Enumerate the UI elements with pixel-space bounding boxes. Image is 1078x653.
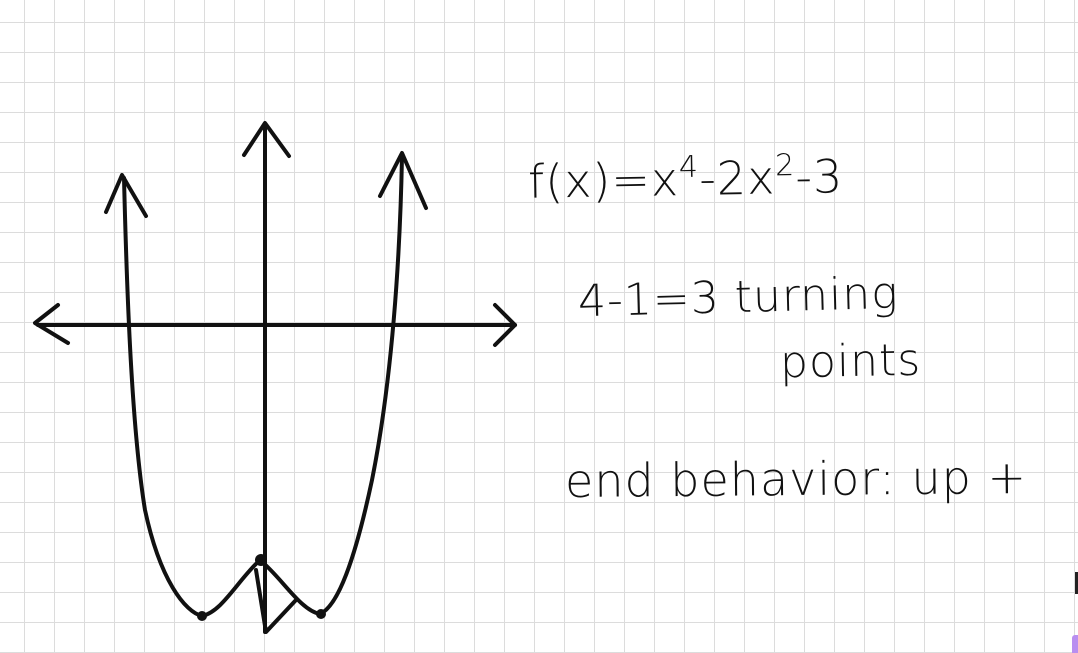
end-behavior-note: end behavior: up + bbox=[564, 449, 1028, 509]
local-max-point bbox=[255, 554, 267, 566]
equation-prefix: f(x)=x bbox=[527, 152, 680, 209]
function-equation: f(x)=x4-2x2-3 bbox=[527, 147, 844, 209]
local-min-left-point bbox=[197, 611, 207, 621]
cropped-purple-mark bbox=[1072, 635, 1078, 653]
turning-points-line-1: 4-1=3 turning bbox=[577, 267, 900, 328]
equation-middle: -2x bbox=[698, 150, 776, 206]
equation-exponent-2: 2 bbox=[774, 148, 796, 184]
equation-exponent-1: 4 bbox=[678, 149, 700, 186]
local-min-right-point bbox=[316, 609, 326, 619]
x-axis-left-arrow bbox=[33, 303, 70, 345]
local-max-doodle bbox=[254, 568, 298, 634]
x-axis-right-arrow bbox=[493, 303, 517, 347]
y-axis-up-arrow bbox=[242, 121, 291, 158]
turning-points-line-2: points bbox=[779, 334, 922, 389]
cropped-ink-mark bbox=[1075, 572, 1078, 594]
curve-left-arrow bbox=[104, 173, 148, 218]
curve-right-arrow bbox=[378, 151, 428, 210]
equation-suffix: -3 bbox=[794, 149, 844, 205]
